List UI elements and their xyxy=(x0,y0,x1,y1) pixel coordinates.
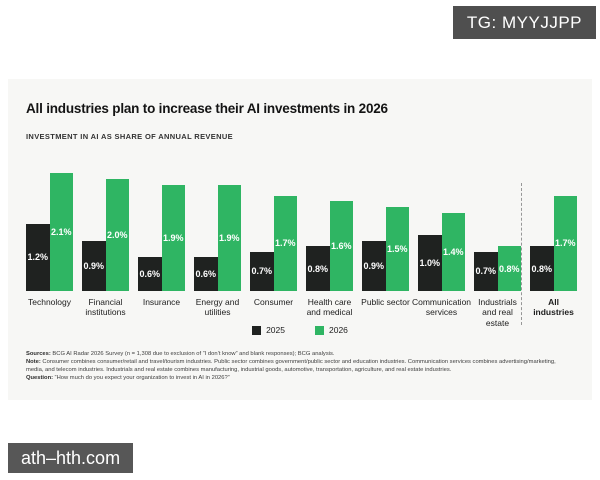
bar-value-label: 1.4% xyxy=(442,246,464,257)
bar-2025: 0.7% xyxy=(250,251,274,291)
footnote-prefix: Question: xyxy=(26,375,54,382)
bar-value-label: 1.5% xyxy=(386,244,408,254)
bar-value-label: 0.9% xyxy=(83,260,104,271)
bar-2026: 1.6% xyxy=(329,201,353,291)
watermark-bottom-left: ath–hth.com xyxy=(8,443,134,473)
category-label-text: Communication services xyxy=(411,297,472,318)
bars-area: 1.2% 2.1% 0.9% 2.0% 0.6% 1.9% 0.6% 1.9% 0.7% 1.7%… xyxy=(26,163,577,291)
bar-value-label: 1.7% xyxy=(274,238,296,249)
bar-2026: 1.9% xyxy=(161,184,185,291)
bar-2026: 1.9% xyxy=(217,184,241,291)
bar-2026: 2.0% xyxy=(105,179,129,291)
bar-value-label: 0.6% xyxy=(195,269,216,280)
category-label-text: Public sector xyxy=(361,297,410,307)
footnote-line: Question: “How much do you expect your o… xyxy=(26,375,230,382)
category-label: Communication services xyxy=(412,297,471,325)
bar-group-consumer: 0.7% 1.7% xyxy=(250,195,297,291)
category-label-text: Consumer xyxy=(253,297,294,307)
legend: 2025 2026 xyxy=(26,325,574,335)
category-labels-row: Technology Financial institutions Insurance… xyxy=(26,297,577,328)
bar-value-label: 1.9% xyxy=(162,232,184,243)
all-industries-separator-line xyxy=(521,183,522,325)
footnote-line: Sources: BCG AI Radar 2026 Survey (n = 1… xyxy=(26,351,335,357)
bar-2026: 2.1% xyxy=(49,173,73,291)
bar-value-label: 0.7% xyxy=(251,266,272,277)
footnote-prefix: Sources: xyxy=(26,351,51,357)
bar-value-label: 0.6% xyxy=(139,269,160,280)
bar-value-label: 1.7% xyxy=(554,238,576,249)
bar-group-communication-services: 1.0% 1.4% xyxy=(418,212,465,291)
chart-title: All industries plan to increase their AI… xyxy=(26,101,388,116)
legend-label: 2025 xyxy=(266,325,285,335)
category-label-text: Energy and utilities xyxy=(195,297,240,318)
category-label: Public sector xyxy=(361,297,410,325)
bar-value-label: 0.8% xyxy=(531,263,552,274)
bar-2025: 0.8% xyxy=(530,246,554,291)
bar-value-label: 0.8% xyxy=(498,263,520,274)
bar-2026: 1.7% xyxy=(553,195,577,291)
category-label: Health care and medical xyxy=(306,297,353,325)
category-label-text: All industries xyxy=(533,297,574,318)
category-label-text: Technology xyxy=(27,297,71,307)
bar-value-label: 0.8% xyxy=(307,263,328,274)
legend-item-2026: 2026 xyxy=(315,325,348,335)
bar-2026: 0.8% xyxy=(497,246,521,291)
bar-group-technology: 1.2% 2.1% xyxy=(26,173,73,291)
legend-swatch-2026 xyxy=(315,325,324,335)
chart-card: All industries plan to increase their AI… xyxy=(8,79,592,400)
bar-2025: 1.0% xyxy=(418,235,442,291)
bar-2025: 0.8% xyxy=(306,246,330,291)
bar-value-label: 2.0% xyxy=(106,230,128,240)
bar-2025: 0.9% xyxy=(362,240,386,291)
bar-group-energy-and-utilities: 0.6% 1.9% xyxy=(194,184,241,291)
bar-2025: 0.6% xyxy=(138,257,162,291)
watermark-top-right: TG: MYYJJPP xyxy=(452,6,596,39)
category-label: Technology xyxy=(26,297,73,325)
bar-chart: 1.2% 2.1% 0.9% 2.0% 0.6% 1.9% 0.6% 1.9% 0.7% 1.7%… xyxy=(26,163,577,328)
bar-group-all-industries: 0.8% 1.7% xyxy=(530,195,577,291)
category-label-text: Health care and medical xyxy=(306,297,353,318)
category-label-text: Insurance xyxy=(142,297,181,307)
bar-2025: 1.2% xyxy=(26,223,50,291)
legend-label: 2026 xyxy=(329,325,348,335)
category-label: Insurance xyxy=(138,297,185,325)
bar-value-label: 1.0% xyxy=(419,258,440,268)
category-label-text: Financial institutions xyxy=(85,297,126,318)
bar-group-industrials-and-real-estate: 0.7% 0.8% xyxy=(474,246,521,291)
bar-value-label: 1.2% xyxy=(27,252,48,263)
category-label: All industries xyxy=(530,297,577,325)
bar-2026: 1.7% xyxy=(273,195,297,291)
bar-2025: 0.7% xyxy=(474,251,498,291)
chart-subtitle: INVESTMENT IN AI AS SHARE OF ANNUAL REVE… xyxy=(26,132,234,141)
category-label-text: Industrials and real estate xyxy=(478,297,517,328)
footnote-prefix: Note: xyxy=(26,359,41,366)
footnotes: Sources: BCG AI Radar 2026 Survey (n = 1… xyxy=(26,350,574,382)
bar-group-public-sector: 0.9% 1.5% xyxy=(362,207,409,291)
bar-2026: 1.5% xyxy=(385,207,409,291)
bar-group-insurance: 0.6% 1.9% xyxy=(138,184,185,291)
bar-value-label: 2.1% xyxy=(50,227,72,238)
bar-value-label: 0.9% xyxy=(363,260,384,271)
bar-value-label: 1.9% xyxy=(218,232,240,243)
category-label: Financial institutions xyxy=(82,297,129,325)
bar-group-health-care-and-medical: 0.8% 1.6% xyxy=(306,201,353,291)
legend-item-2025: 2025 xyxy=(252,325,285,335)
bar-2026: 1.4% xyxy=(441,212,465,291)
bar-group-financial-institutions: 0.9% 2.0% xyxy=(82,179,129,291)
category-label: Energy and utilities xyxy=(194,297,241,325)
bar-2025: 0.9% xyxy=(82,240,106,291)
category-label: Consumer xyxy=(250,297,297,325)
bar-value-label: 0.7% xyxy=(475,266,496,277)
bar-value-label: 1.6% xyxy=(330,241,352,252)
footnote-line: Note: Consumer combines consumer/retail … xyxy=(26,359,556,374)
bar-2025: 0.6% xyxy=(194,257,218,291)
category-label: Industrials and real estate xyxy=(474,297,521,328)
legend-swatch-2025 xyxy=(252,325,262,335)
